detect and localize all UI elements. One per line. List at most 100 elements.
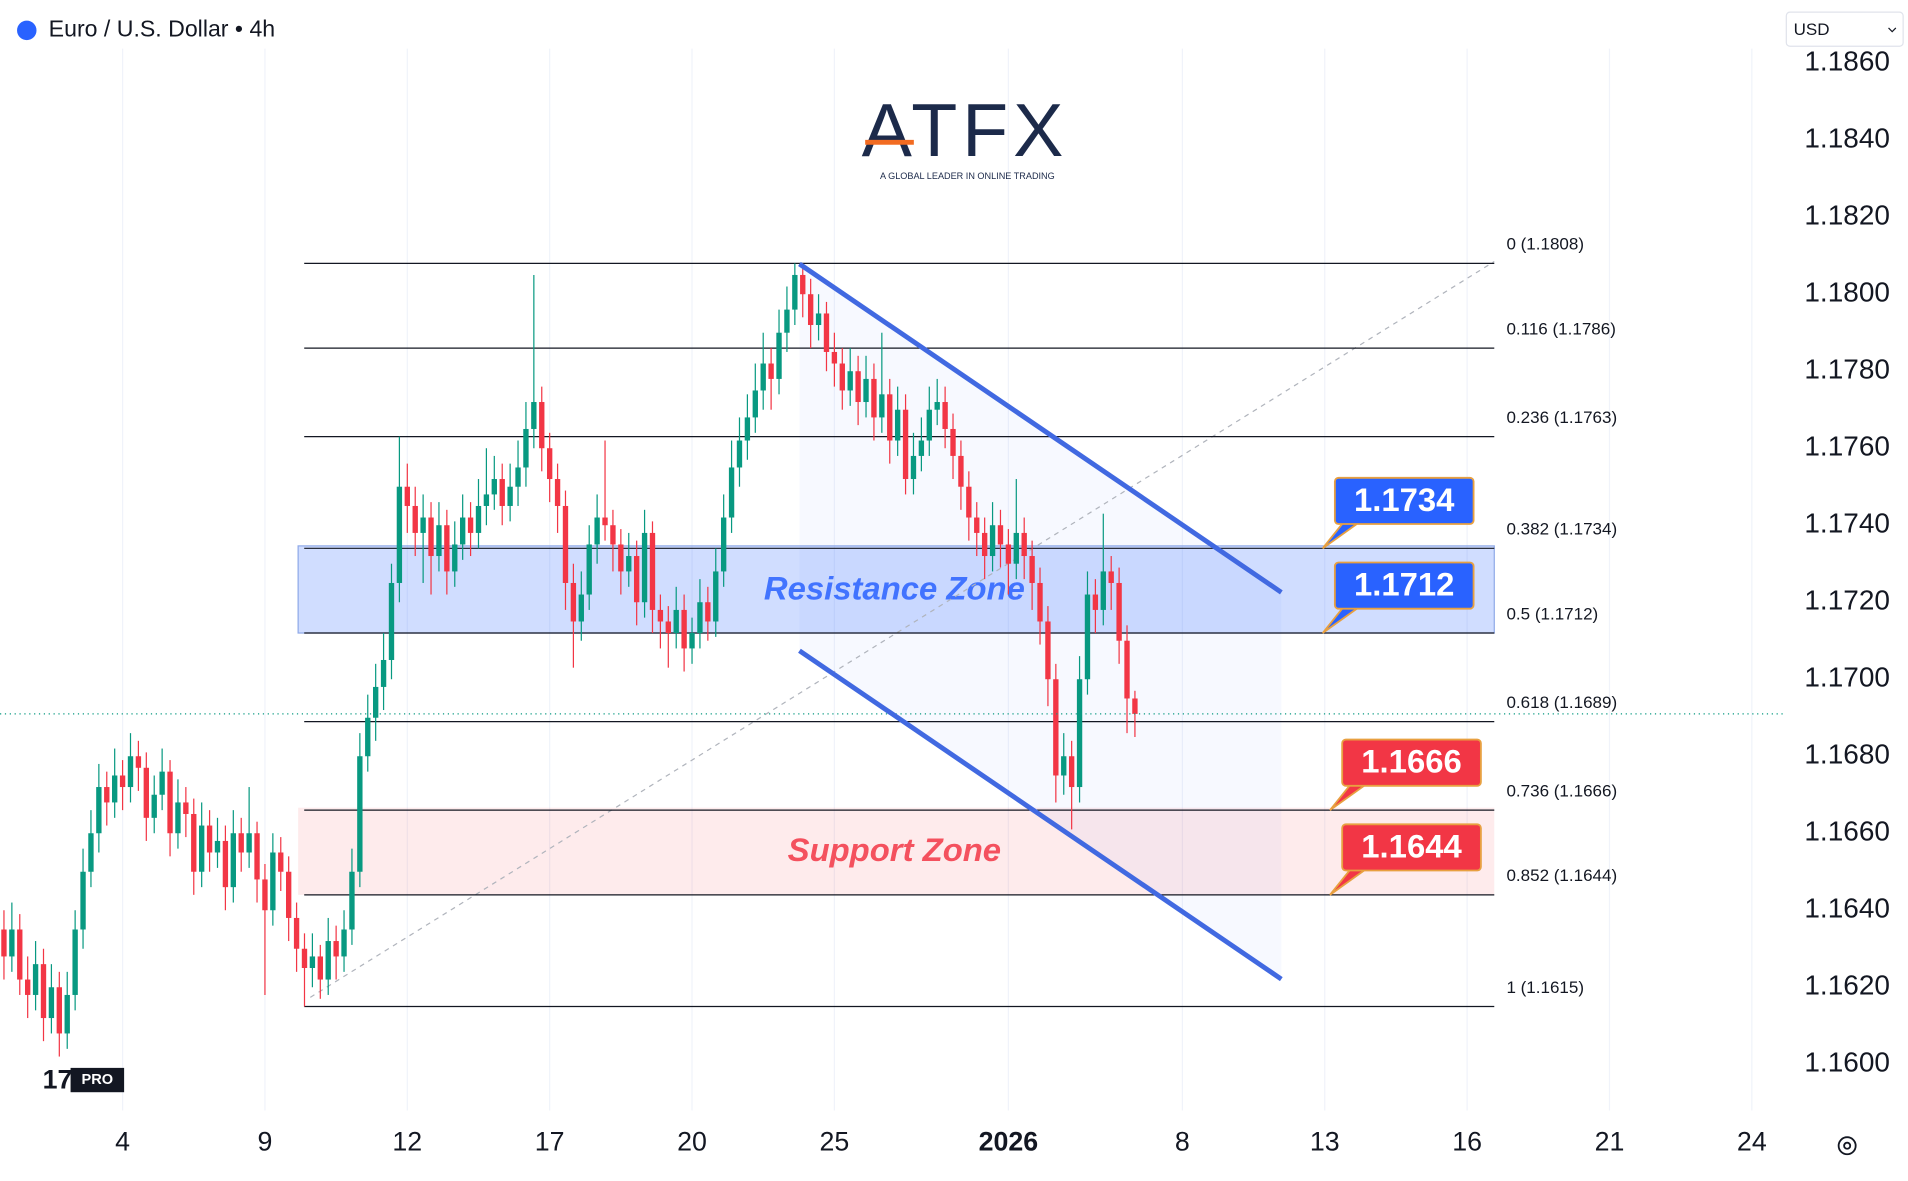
x-tick-label: 25 (820, 1126, 850, 1156)
candle-body (1021, 532, 1027, 557)
candle-body (104, 787, 110, 803)
candle-body (388, 582, 395, 660)
candle-body (483, 494, 490, 506)
candle-body (673, 609, 679, 634)
y-tick-label: 1.1820 (1804, 200, 1890, 231)
candle-body (1061, 756, 1067, 776)
candle-body (792, 274, 798, 310)
candle-body (744, 417, 751, 441)
candle-body (214, 840, 221, 853)
candle-body (159, 771, 165, 795)
candle-body (689, 633, 695, 649)
callout-label: 1.1712 (1354, 565, 1454, 602)
candle-body (127, 756, 134, 788)
y-tick-label: 1.1740 (1804, 508, 1890, 539)
candle-body (17, 929, 23, 980)
y-tick-label: 1.1680 (1804, 739, 1890, 770)
candle-body (531, 402, 537, 429)
candle-body (317, 956, 323, 980)
currency-select[interactable] (1785, 11, 1904, 47)
candle-body (1116, 582, 1122, 641)
fib-trend-line (309, 260, 1495, 998)
candle-body (807, 294, 814, 326)
x-tick-label: 12 (392, 1126, 422, 1156)
channel-upper (798, 261, 1283, 595)
candle-body (1100, 571, 1106, 610)
y-tick-label: 1.1720 (1804, 585, 1890, 616)
candle-body (768, 363, 774, 379)
candle-body (444, 525, 450, 572)
candle-body (262, 879, 268, 911)
candle-body (183, 802, 189, 814)
candle-body (254, 833, 260, 880)
candle-body (301, 948, 308, 968)
candle-body (475, 505, 482, 533)
candle-body (1084, 594, 1091, 680)
candle-body (1053, 679, 1059, 776)
fib-label: 0 (1.1808) (1506, 235, 1584, 254)
y-tick-label: 1.1700 (1804, 662, 1890, 693)
candle-body (997, 525, 1004, 545)
candle-body (365, 717, 371, 757)
candle-body (112, 775, 118, 803)
dropdown-arrow (1888, 27, 1897, 33)
x-tick-label: 16 (1452, 1126, 1482, 1156)
y-tick-label: 1.1620 (1804, 970, 1890, 1001)
candle-body (713, 571, 719, 622)
candle-body (56, 987, 62, 1034)
axes: 1.1860 1.1840 1.1820 1.1800 1.1780 1.1760 1.17… (115, 46, 1890, 1157)
candle-body (9, 929, 15, 957)
candle-body (380, 659, 387, 687)
logo-accent (865, 139, 914, 145)
y-tick-label: 1.1860 (1804, 46, 1890, 77)
candle-body (420, 517, 426, 533)
callout-pointer (1329, 869, 1365, 896)
callout-pointer (1329, 785, 1365, 811)
settings-button[interactable] (1837, 1136, 1857, 1156)
candle-body (594, 517, 600, 545)
x-tick-label: 4 (115, 1126, 130, 1156)
logo: ATFX (862, 88, 1069, 172)
candle-body (246, 833, 252, 853)
candle-body (736, 440, 743, 468)
callout-box (1333, 561, 1475, 610)
candle-body (649, 532, 656, 610)
y-tick-label: 1.1640 (1804, 893, 1890, 924)
callout-box (1333, 476, 1475, 525)
candle-body (1045, 621, 1051, 680)
x-tick-label: 9 (258, 1126, 273, 1156)
symbol-title: Euro / U.S. Dollar • 4h (49, 16, 275, 42)
candle-body (610, 525, 616, 545)
candle-body (143, 767, 149, 818)
candle-body (270, 852, 276, 911)
candle-body (198, 825, 205, 872)
candle-body (871, 378, 877, 418)
callout-label: 1.1644 (1361, 827, 1462, 864)
candle-body (934, 402, 940, 410)
candle-body (1005, 544, 1012, 564)
pro-label: PRO (82, 1072, 114, 1088)
candle-body (902, 409, 909, 480)
candle-body (705, 602, 711, 622)
candle-body (831, 351, 838, 364)
x-tick-label: 17 (535, 1126, 565, 1156)
candle-body (626, 556, 632, 572)
candle-body (602, 517, 608, 526)
fib-levels: 0 (1.1808) 0.116 (1.1786) 0.236 (1.1763) 0.… (304, 235, 1617, 1008)
candle-body (191, 813, 197, 872)
candle-body (64, 994, 70, 1034)
candle-body (950, 428, 956, 456)
x-tick-label: 8 (1175, 1126, 1190, 1156)
zone (297, 545, 1495, 634)
callout-label: 1.1734 (1354, 481, 1455, 518)
candle-body (278, 852, 284, 872)
fib-label: 0.852 (1.1644) (1506, 866, 1617, 885)
candle-body (436, 525, 442, 557)
candle-body (88, 833, 94, 872)
settings-icon (1843, 1141, 1852, 1150)
x-tick-label: 13 (1310, 1126, 1340, 1156)
candle-body (412, 505, 418, 533)
candle-body (452, 544, 458, 572)
channel-lower (798, 648, 1283, 982)
